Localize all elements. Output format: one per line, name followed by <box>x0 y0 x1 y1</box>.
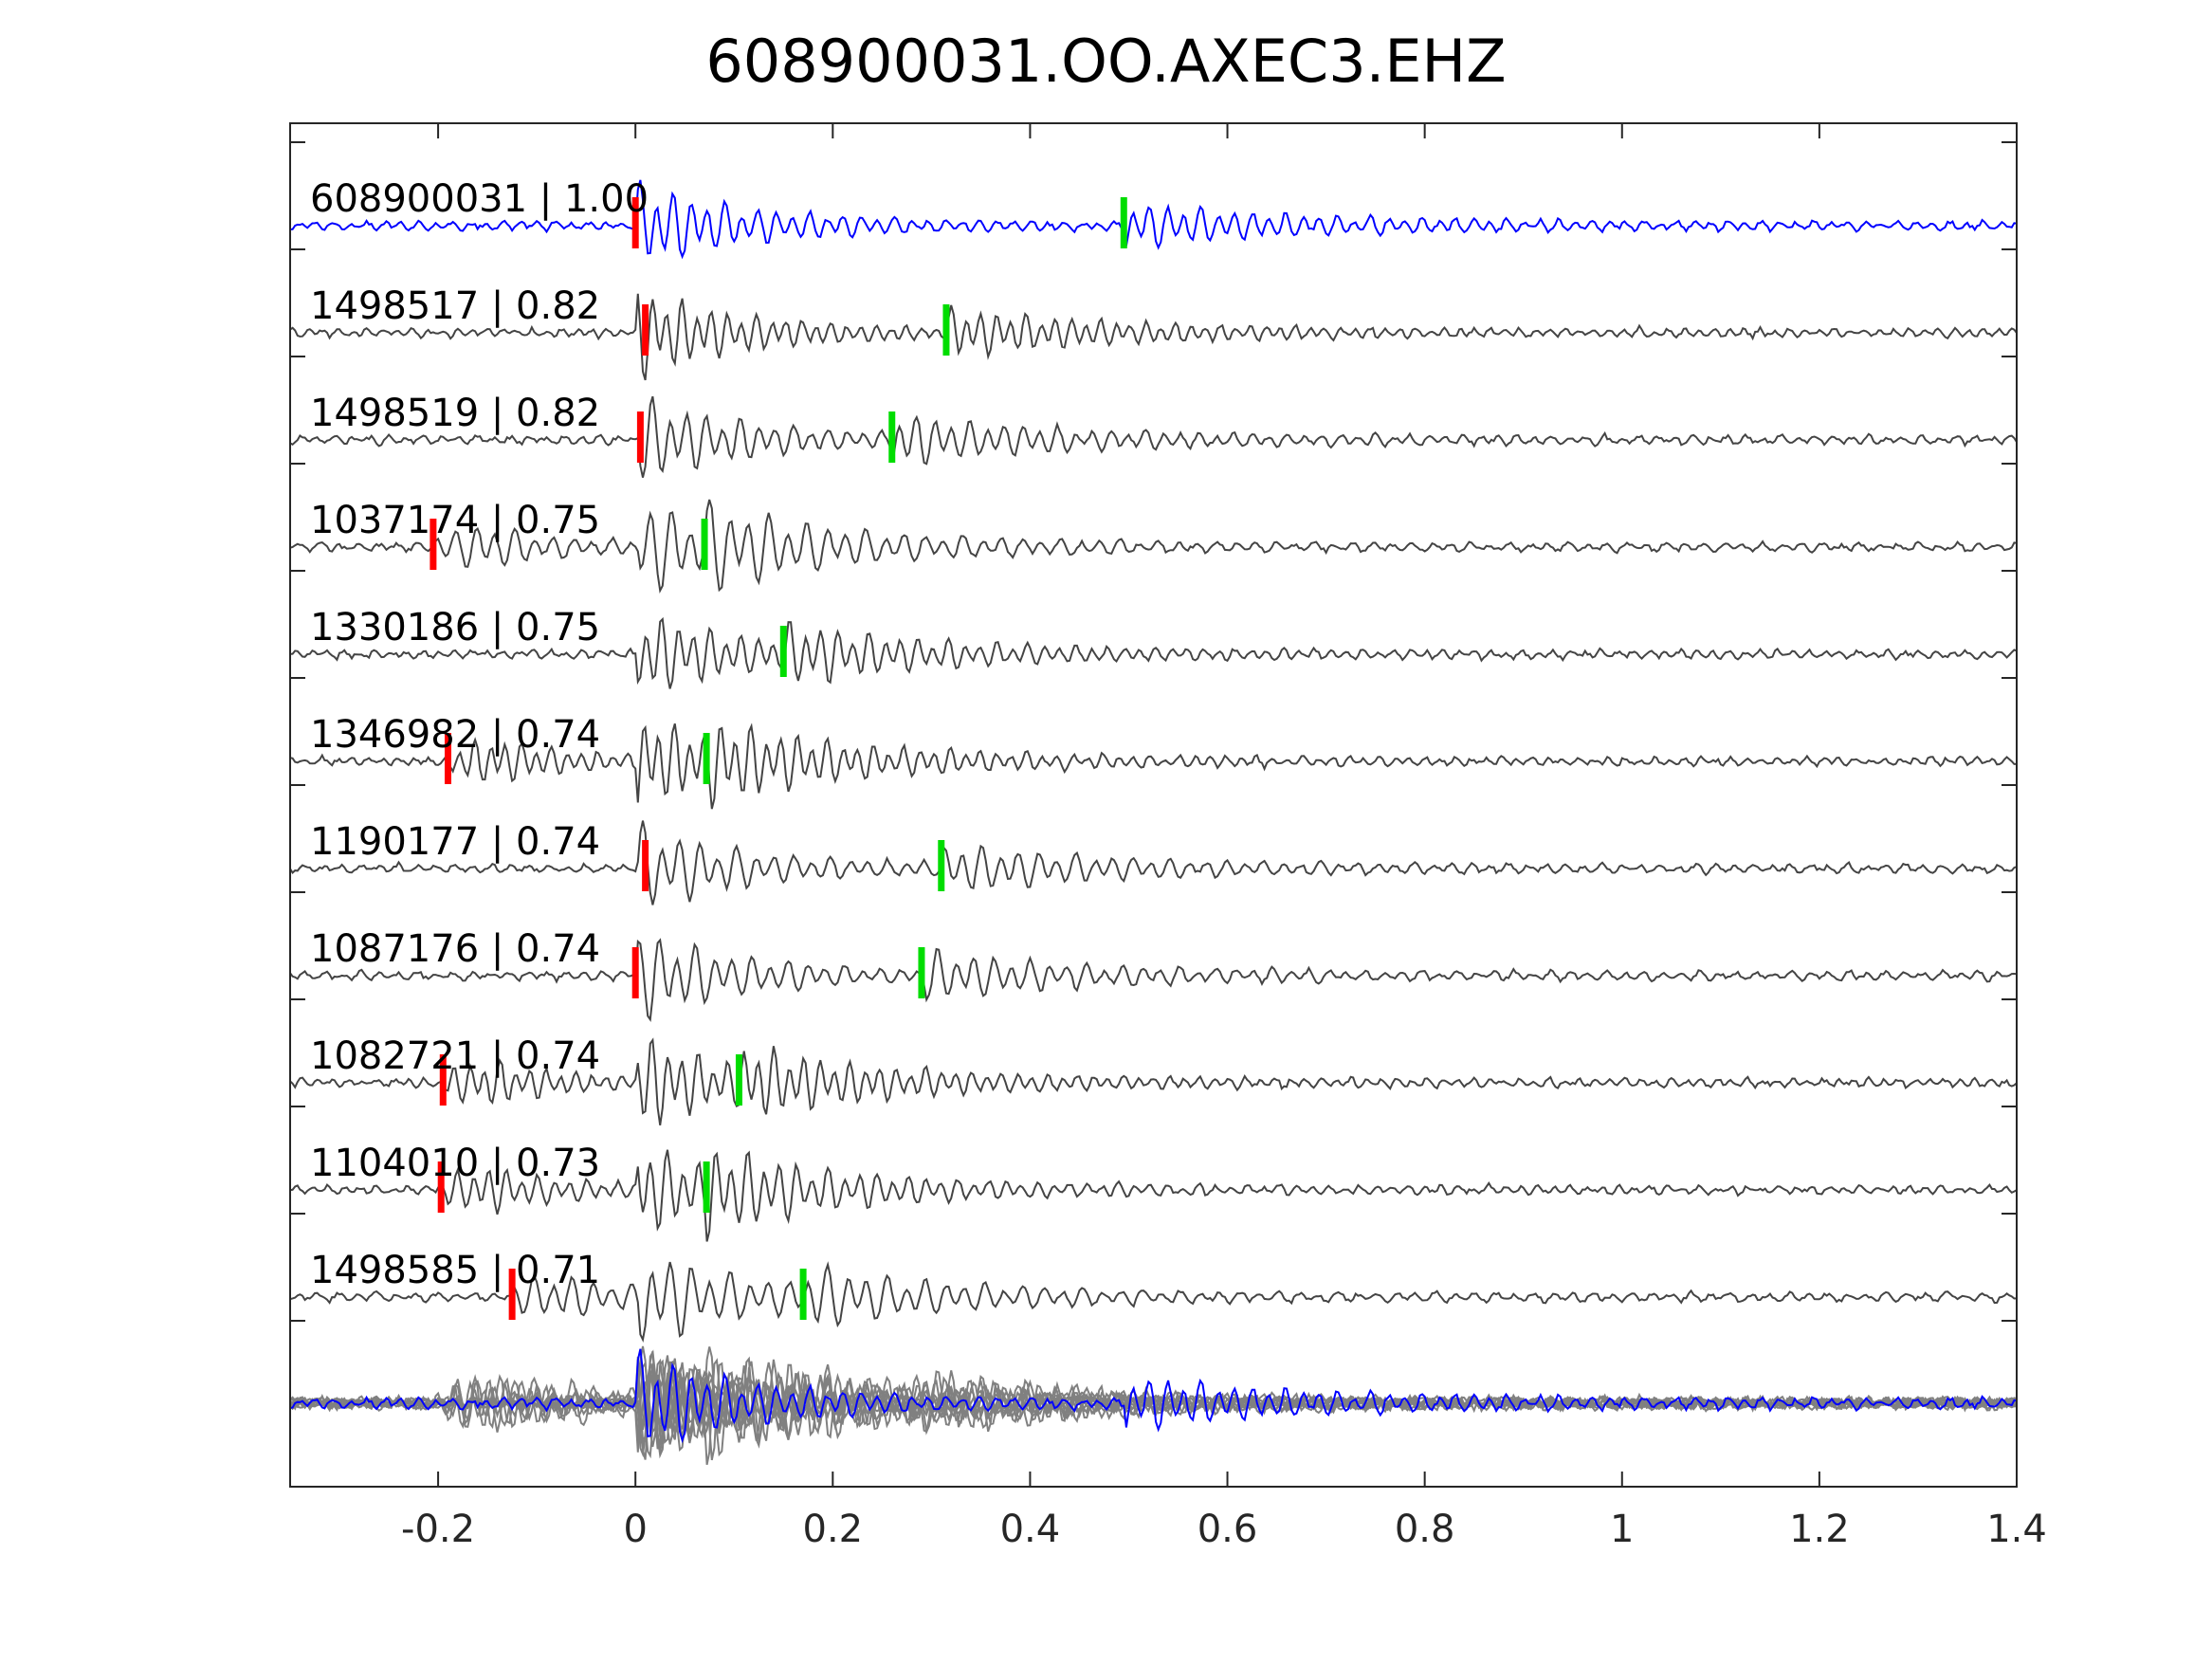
x-tick-label: 0.6 <box>1197 1508 1258 1551</box>
trace-label-608900031: 608900031 | 1.00 <box>310 177 649 221</box>
picks-layer <box>430 197 1127 1320</box>
trace-label-1498519: 1498519 | 0.82 <box>310 392 600 435</box>
trace-608900031 <box>289 179 2018 260</box>
trace-1037174 <box>289 499 2018 594</box>
trace-1498519 <box>289 395 2018 478</box>
traces-layer <box>289 179 2018 1343</box>
trace-label-1498585: 1498585 | 0.71 <box>310 1249 600 1292</box>
trace-label-1190177: 1190177 | 0.74 <box>310 820 600 864</box>
x-tick-label: 0 <box>623 1508 647 1551</box>
trace-1330186 <box>289 616 2018 689</box>
trace-1498585 <box>289 1261 2018 1343</box>
stack-layer <box>289 1345 2018 1465</box>
x-tick-label: -0.2 <box>401 1508 475 1551</box>
x-tick-label: 1.2 <box>1789 1508 1850 1551</box>
axes-layer: -0.2 0 0.2 0.4 0.6 0.8 1 1.2 1.4 <box>289 122 2047 1551</box>
trace-label-1087176: 1087176 | 0.74 <box>310 927 600 971</box>
stack-trace-608900031 <box>289 1348 2018 1444</box>
x-tick-label: 0.8 <box>1395 1508 1455 1551</box>
trace-label-1498517: 1498517 | 0.82 <box>310 284 600 328</box>
trace-1082721 <box>289 1037 2018 1125</box>
labels-layer: 608900031 | 1.00 1498517 | 0.82 1498519 | … <box>310 177 649 1292</box>
trace-1498517 <box>289 293 2018 381</box>
x-tick-label: 1.4 <box>1986 1508 2047 1551</box>
trace-label-1104010: 1104010 | 0.73 <box>310 1142 600 1185</box>
chart-title: 608900031.OO.AXEC3.EHZ <box>705 27 1507 96</box>
trace-label-1330186: 1330186 | 0.75 <box>310 606 600 649</box>
trace-label-1346982: 1346982 | 0.74 <box>310 713 600 757</box>
axes-box <box>289 122 2018 1488</box>
trace-1104010 <box>289 1149 2018 1242</box>
x-tick-label: 0.2 <box>803 1508 864 1551</box>
x-tick-label: 1 <box>1610 1508 1634 1551</box>
x-tick-label: 0.4 <box>1000 1508 1061 1551</box>
trace-1087176 <box>289 938 2018 1022</box>
trace-1346982 <box>289 722 2018 810</box>
trace-label-1037174: 1037174 | 0.75 <box>310 499 600 542</box>
trace-1190177 <box>289 820 2018 905</box>
trace-label-1082721: 1082721 | 0.74 <box>310 1034 600 1078</box>
